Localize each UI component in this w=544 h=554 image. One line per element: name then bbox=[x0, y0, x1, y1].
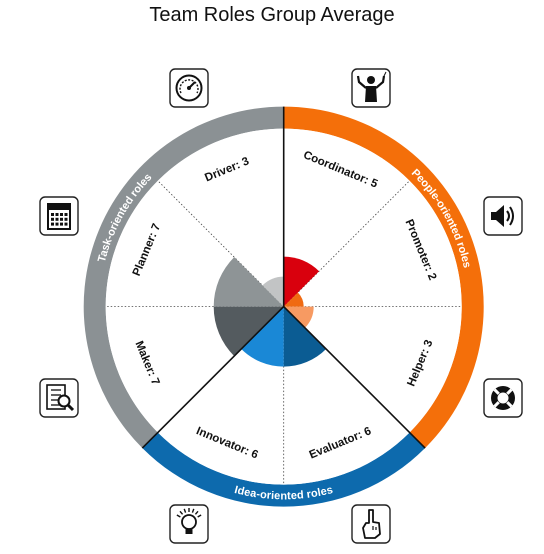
checklist-icon bbox=[39, 378, 79, 418]
ring-band-idea bbox=[142, 432, 426, 507]
lightbulb-icon bbox=[169, 504, 209, 544]
group-label-idea: Idea-oriented roles bbox=[233, 484, 334, 502]
group-divider bbox=[141, 306, 285, 449]
wedge-planner bbox=[213, 257, 284, 307]
conductor-icon bbox=[351, 68, 391, 108]
wedge-innovator bbox=[241, 306, 284, 367]
ring-band-people bbox=[283, 106, 484, 449]
lifebuoy-icon bbox=[483, 378, 523, 418]
chart-title: Team Roles Group Average bbox=[149, 4, 395, 26]
wedge-coordinator bbox=[283, 256, 320, 307]
wedge-promoter bbox=[283, 292, 304, 307]
wedge-helper bbox=[283, 306, 314, 328]
speedometer-icon bbox=[169, 68, 209, 108]
ring-band-task bbox=[83, 106, 284, 449]
megaphone-speaker-icon bbox=[483, 196, 523, 236]
pointing-hand-icon bbox=[351, 504, 391, 544]
group-divider bbox=[283, 306, 426, 449]
grid-spoke bbox=[157, 180, 284, 307]
wedge-maker bbox=[213, 306, 284, 357]
wedge-driver bbox=[262, 276, 284, 307]
wedge-evaluator bbox=[283, 306, 327, 367]
calendar-icon bbox=[39, 196, 79, 236]
grid-spoke bbox=[283, 180, 410, 307]
